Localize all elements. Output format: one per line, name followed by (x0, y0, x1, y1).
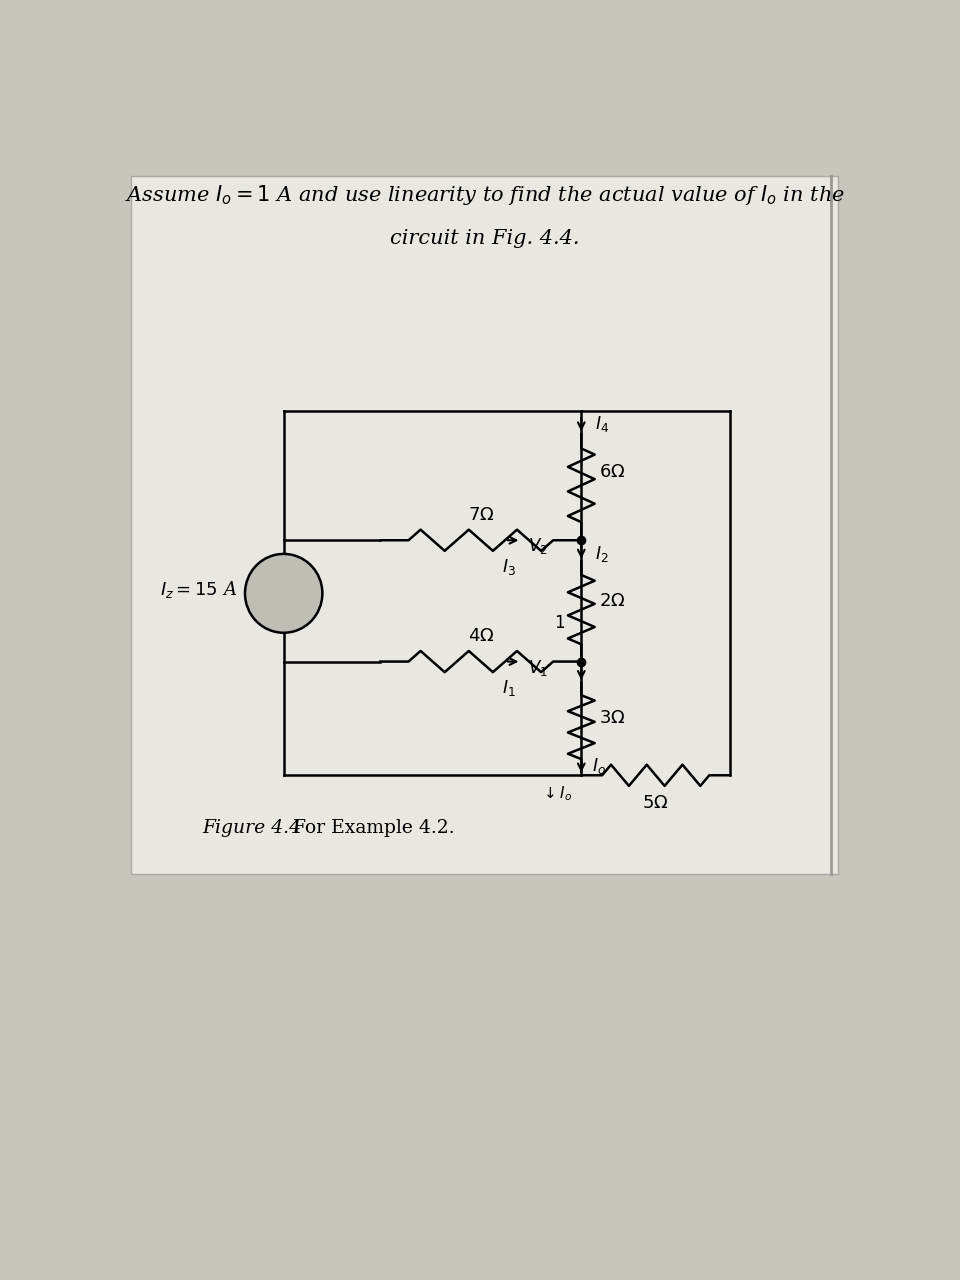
Text: Assume $I_o = 1$ A and use linearity to find the actual value of $I_o$ in the: Assume $I_o = 1$ A and use linearity to … (125, 183, 845, 207)
Text: $7\Omega$: $7\Omega$ (468, 506, 494, 524)
Text: Figure 4.4: Figure 4.4 (202, 819, 300, 837)
Text: $4\Omega$: $4\Omega$ (468, 627, 494, 645)
Text: $V_2$: $V_2$ (528, 536, 548, 557)
Text: For Example 4.2.: For Example 4.2. (269, 819, 454, 837)
Text: $I_2$: $I_2$ (594, 544, 609, 564)
Text: $2\Omega$: $2\Omega$ (599, 591, 626, 609)
Text: $I_z = 15$ A: $I_z = 15$ A (160, 579, 237, 600)
Text: circuit in Fig. 4.4.: circuit in Fig. 4.4. (390, 229, 579, 248)
Text: $5\Omega$: $5\Omega$ (642, 794, 669, 813)
Text: $1$: $1$ (554, 616, 564, 632)
Text: $\downarrow I_o$: $\downarrow I_o$ (541, 785, 572, 803)
Text: $I_1$: $I_1$ (502, 678, 516, 699)
Text: $6\Omega$: $6\Omega$ (599, 463, 626, 481)
Circle shape (245, 554, 323, 632)
FancyBboxPatch shape (132, 177, 838, 874)
Text: $I_3$: $I_3$ (502, 557, 516, 577)
Text: $3\Omega$: $3\Omega$ (599, 709, 626, 727)
Text: $I_o$: $I_o$ (592, 756, 607, 776)
Text: $V_1$: $V_1$ (528, 658, 548, 677)
Text: $I_4$: $I_4$ (594, 415, 609, 434)
